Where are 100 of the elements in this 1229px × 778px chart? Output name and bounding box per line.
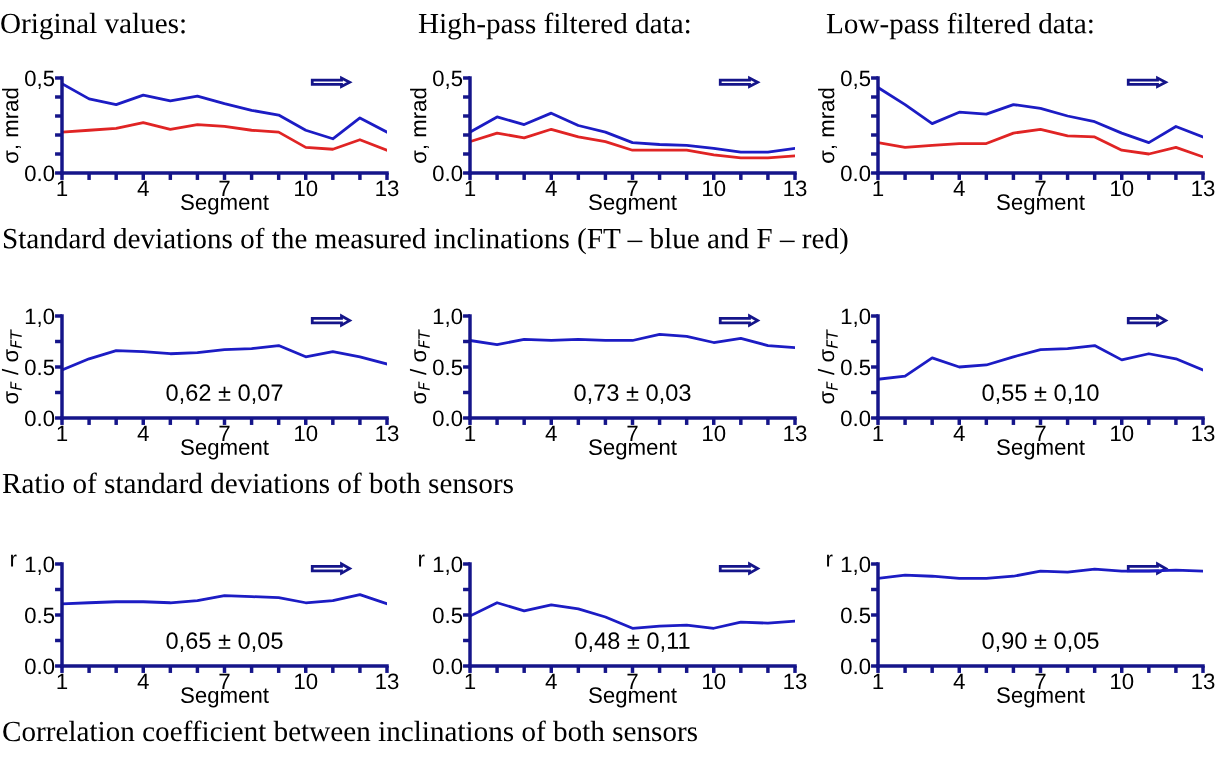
y-tick-label: 0.5 bbox=[841, 607, 871, 624]
line-series bbox=[878, 86, 1203, 144]
line-series bbox=[62, 593, 387, 606]
y-axis-title: σ$_{F}$ / σ$_{FT}$ bbox=[1, 329, 22, 404]
y-tick-label: 0.0 bbox=[25, 165, 55, 182]
x-tick-label: 10 bbox=[1111, 425, 1134, 442]
x-tick-label: 7 bbox=[1035, 180, 1046, 197]
chart-title: Original values: bbox=[1, 12, 185, 40]
x-tick-label: 7 bbox=[627, 425, 638, 442]
y-tick-label: 0.5 bbox=[433, 359, 463, 376]
x-tick-label: 4 bbox=[137, 425, 149, 442]
x-tick-label: 7 bbox=[219, 425, 230, 442]
x-tick-label: 13 bbox=[784, 425, 807, 442]
y-axis-title: σ, mrad bbox=[818, 88, 838, 163]
text: Ratio of standard deviations of both sensors bbox=[2, 472, 513, 494]
y-tick-label: 0,5 bbox=[25, 70, 55, 89]
y-tick-label: 1,0 bbox=[841, 556, 871, 575]
x-tick-label: 13 bbox=[376, 673, 399, 690]
x-axis-title: Segment bbox=[181, 194, 269, 215]
x-tick-label: 1 bbox=[873, 673, 884, 690]
x-tick-label: 7 bbox=[627, 180, 638, 197]
x-tick-label: 7 bbox=[627, 673, 638, 690]
y-tick-label: 1,0 bbox=[841, 308, 871, 327]
x-tick-label: 4 bbox=[953, 673, 965, 690]
x-tick-label: 4 bbox=[545, 180, 557, 197]
y-tick-label: 0,5 bbox=[433, 70, 463, 89]
x-tick-label: 10 bbox=[703, 425, 726, 442]
text: Correlation coefficient between inclinations of both sensors bbox=[3, 720, 697, 742]
line-series bbox=[878, 567, 1203, 580]
y-tick-label: 1,0 bbox=[433, 308, 463, 327]
x-tick-label: 13 bbox=[1192, 180, 1215, 197]
y-tick-label: 0.0 bbox=[841, 165, 871, 182]
y-tick-label: 0.0 bbox=[25, 410, 55, 427]
line-series bbox=[62, 344, 387, 372]
y-tick-label: 0.5 bbox=[25, 607, 55, 624]
y-tick-label: 0.5 bbox=[841, 359, 871, 376]
x-tick-label: 1 bbox=[873, 425, 884, 442]
line-series bbox=[62, 82, 387, 141]
annotation: 0,73 ± 0,03 bbox=[574, 384, 691, 404]
x-axis-title: Segment bbox=[589, 687, 677, 708]
x-tick-label: 1 bbox=[57, 673, 68, 690]
y-tick-label: 0.5 bbox=[25, 359, 55, 376]
x-tick-label: 13 bbox=[1192, 425, 1215, 442]
x-tick-label: 1 bbox=[873, 180, 884, 197]
y-tick-label: 1,0 bbox=[433, 556, 463, 575]
x-tick-label: 7 bbox=[1035, 673, 1046, 690]
chart-title: High-pass filtered data: bbox=[418, 12, 690, 40]
x-tick-label: 10 bbox=[295, 425, 318, 442]
x-tick-label: 7 bbox=[219, 180, 230, 197]
x-tick-label: 10 bbox=[1111, 673, 1134, 690]
annotation: 0,65 ± 0,05 bbox=[166, 632, 283, 652]
annotation: 0,90 ± 0,05 bbox=[982, 632, 1099, 652]
x-tick-label: 13 bbox=[784, 180, 807, 197]
y-axis-title: r bbox=[11, 554, 17, 567]
x-tick-label: 4 bbox=[953, 425, 965, 442]
y-tick-label: 0.0 bbox=[433, 410, 463, 427]
line-series bbox=[878, 127, 1203, 159]
x-axis-title: Segment bbox=[181, 687, 269, 708]
line-series bbox=[470, 127, 795, 160]
y-tick-label: 1,0 bbox=[25, 308, 55, 327]
x-tick-label: 10 bbox=[703, 180, 726, 197]
x-tick-label: 13 bbox=[784, 673, 807, 690]
y-tick-label: 0.0 bbox=[841, 658, 871, 675]
annotation: 0,55 ± 0,10 bbox=[982, 384, 1099, 404]
x-tick-label: 1 bbox=[465, 180, 476, 197]
annotation: 0,48 ± 0,11 bbox=[575, 632, 690, 652]
x-tick-label: 13 bbox=[376, 425, 399, 442]
line-series bbox=[62, 121, 387, 152]
x-axis-title: Segment bbox=[997, 194, 1085, 215]
chart-title: Low-pass filtered data: bbox=[826, 12, 1093, 40]
y-axis-title: σ, mrad bbox=[2, 88, 22, 163]
x-tick-label: 1 bbox=[57, 425, 68, 442]
line-series bbox=[470, 601, 795, 630]
x-tick-label: 13 bbox=[376, 180, 399, 197]
y-axis-title: σ, mrad bbox=[410, 88, 430, 163]
y-tick-label: 0,5 bbox=[841, 70, 871, 89]
y-tick-label: 0.0 bbox=[433, 165, 463, 182]
x-tick-label: 4 bbox=[137, 673, 149, 690]
x-tick-label: 4 bbox=[545, 673, 557, 690]
x-axis-title: Segment bbox=[181, 439, 269, 460]
x-tick-label: 1 bbox=[465, 673, 476, 690]
y-tick-label: 0.0 bbox=[433, 658, 463, 675]
x-tick-label: 4 bbox=[953, 180, 965, 197]
x-tick-label: 4 bbox=[137, 180, 149, 197]
x-tick-label: 10 bbox=[703, 673, 726, 690]
annotation: 0,62 ± 0,07 bbox=[166, 384, 283, 404]
y-tick-label: 0.0 bbox=[841, 410, 871, 427]
line-series bbox=[878, 344, 1203, 381]
text: Standard deviations of the measured inclinations (FT – blue and F – red) bbox=[3, 227, 848, 255]
x-tick-label: 10 bbox=[295, 180, 318, 197]
x-tick-label: 7 bbox=[1035, 425, 1046, 442]
line-series bbox=[470, 111, 795, 154]
y-axis-title: σ$_{F}$ / σ$_{FT}$ bbox=[409, 329, 430, 404]
x-axis-title: Segment bbox=[589, 194, 677, 215]
x-tick-label: 13 bbox=[1192, 673, 1215, 690]
y-tick-label: 1,0 bbox=[25, 556, 55, 575]
x-tick-label: 1 bbox=[465, 425, 476, 442]
y-axis-title: r bbox=[827, 554, 833, 567]
x-axis-title: Segment bbox=[997, 687, 1085, 708]
x-axis-title: Segment bbox=[589, 439, 677, 460]
